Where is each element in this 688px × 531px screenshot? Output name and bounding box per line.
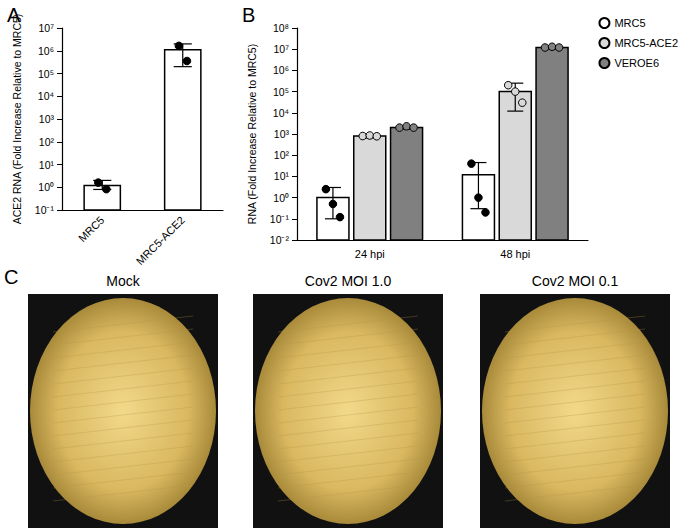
svg-text:10⁸: 10⁸ xyxy=(273,22,289,34)
svg-text:VEROE6: VEROE6 xyxy=(614,57,659,69)
svg-text:10⁻²: 10⁻² xyxy=(270,234,290,246)
svg-text:MRC5-ACE2: MRC5-ACE2 xyxy=(134,214,187,267)
svg-text:RNA (Fold Increase Relative to: RNA (Fold Increase Relative to MRC5) xyxy=(246,44,258,224)
svg-text:10¹: 10¹ xyxy=(39,159,55,171)
svg-text:10⁶: 10⁶ xyxy=(38,45,54,57)
svg-text:MRC5: MRC5 xyxy=(614,17,645,29)
svg-text:B: B xyxy=(242,4,255,26)
svg-text:10⁻¹: 10⁻¹ xyxy=(35,204,55,216)
svg-text:10²: 10² xyxy=(39,136,55,148)
svg-text:10⁵: 10⁵ xyxy=(273,86,289,98)
svg-text:MRC5-ACE2: MRC5-ACE2 xyxy=(614,37,678,49)
svg-text:10⁰: 10⁰ xyxy=(38,181,54,193)
svg-text:10⁷: 10⁷ xyxy=(39,22,55,34)
svg-text:Mock: Mock xyxy=(106,273,140,289)
svg-text:10³: 10³ xyxy=(39,113,55,125)
svg-text:Cov2 MOI 1.0: Cov2 MOI 1.0 xyxy=(305,273,392,289)
svg-text:10⁷: 10⁷ xyxy=(274,43,290,55)
svg-text:10⁵: 10⁵ xyxy=(38,68,54,80)
svg-text:10¹: 10¹ xyxy=(274,170,290,182)
svg-text:C: C xyxy=(4,266,18,288)
svg-text:10⁶: 10⁶ xyxy=(273,64,289,76)
svg-text:MRC5: MRC5 xyxy=(76,214,106,244)
svg-text:10³: 10³ xyxy=(274,128,290,140)
svg-text:10⁴: 10⁴ xyxy=(273,107,289,119)
svg-text:10⁻¹: 10⁻¹ xyxy=(270,213,290,225)
svg-text:48 hpi: 48 hpi xyxy=(500,248,530,260)
svg-text:10²: 10² xyxy=(274,149,290,161)
svg-text:10⁴: 10⁴ xyxy=(38,90,54,102)
svg-text:24 hpi: 24 hpi xyxy=(355,248,385,260)
svg-text:Cov2 MOI 0.1: Cov2 MOI 0.1 xyxy=(532,273,619,289)
svg-text:ACE2 RNA (Fold Increase Relati: ACE2 RNA (Fold Increase Relative to MRC5… xyxy=(11,14,23,225)
svg-text:A: A xyxy=(7,4,21,26)
svg-text:10⁰: 10⁰ xyxy=(273,192,289,204)
